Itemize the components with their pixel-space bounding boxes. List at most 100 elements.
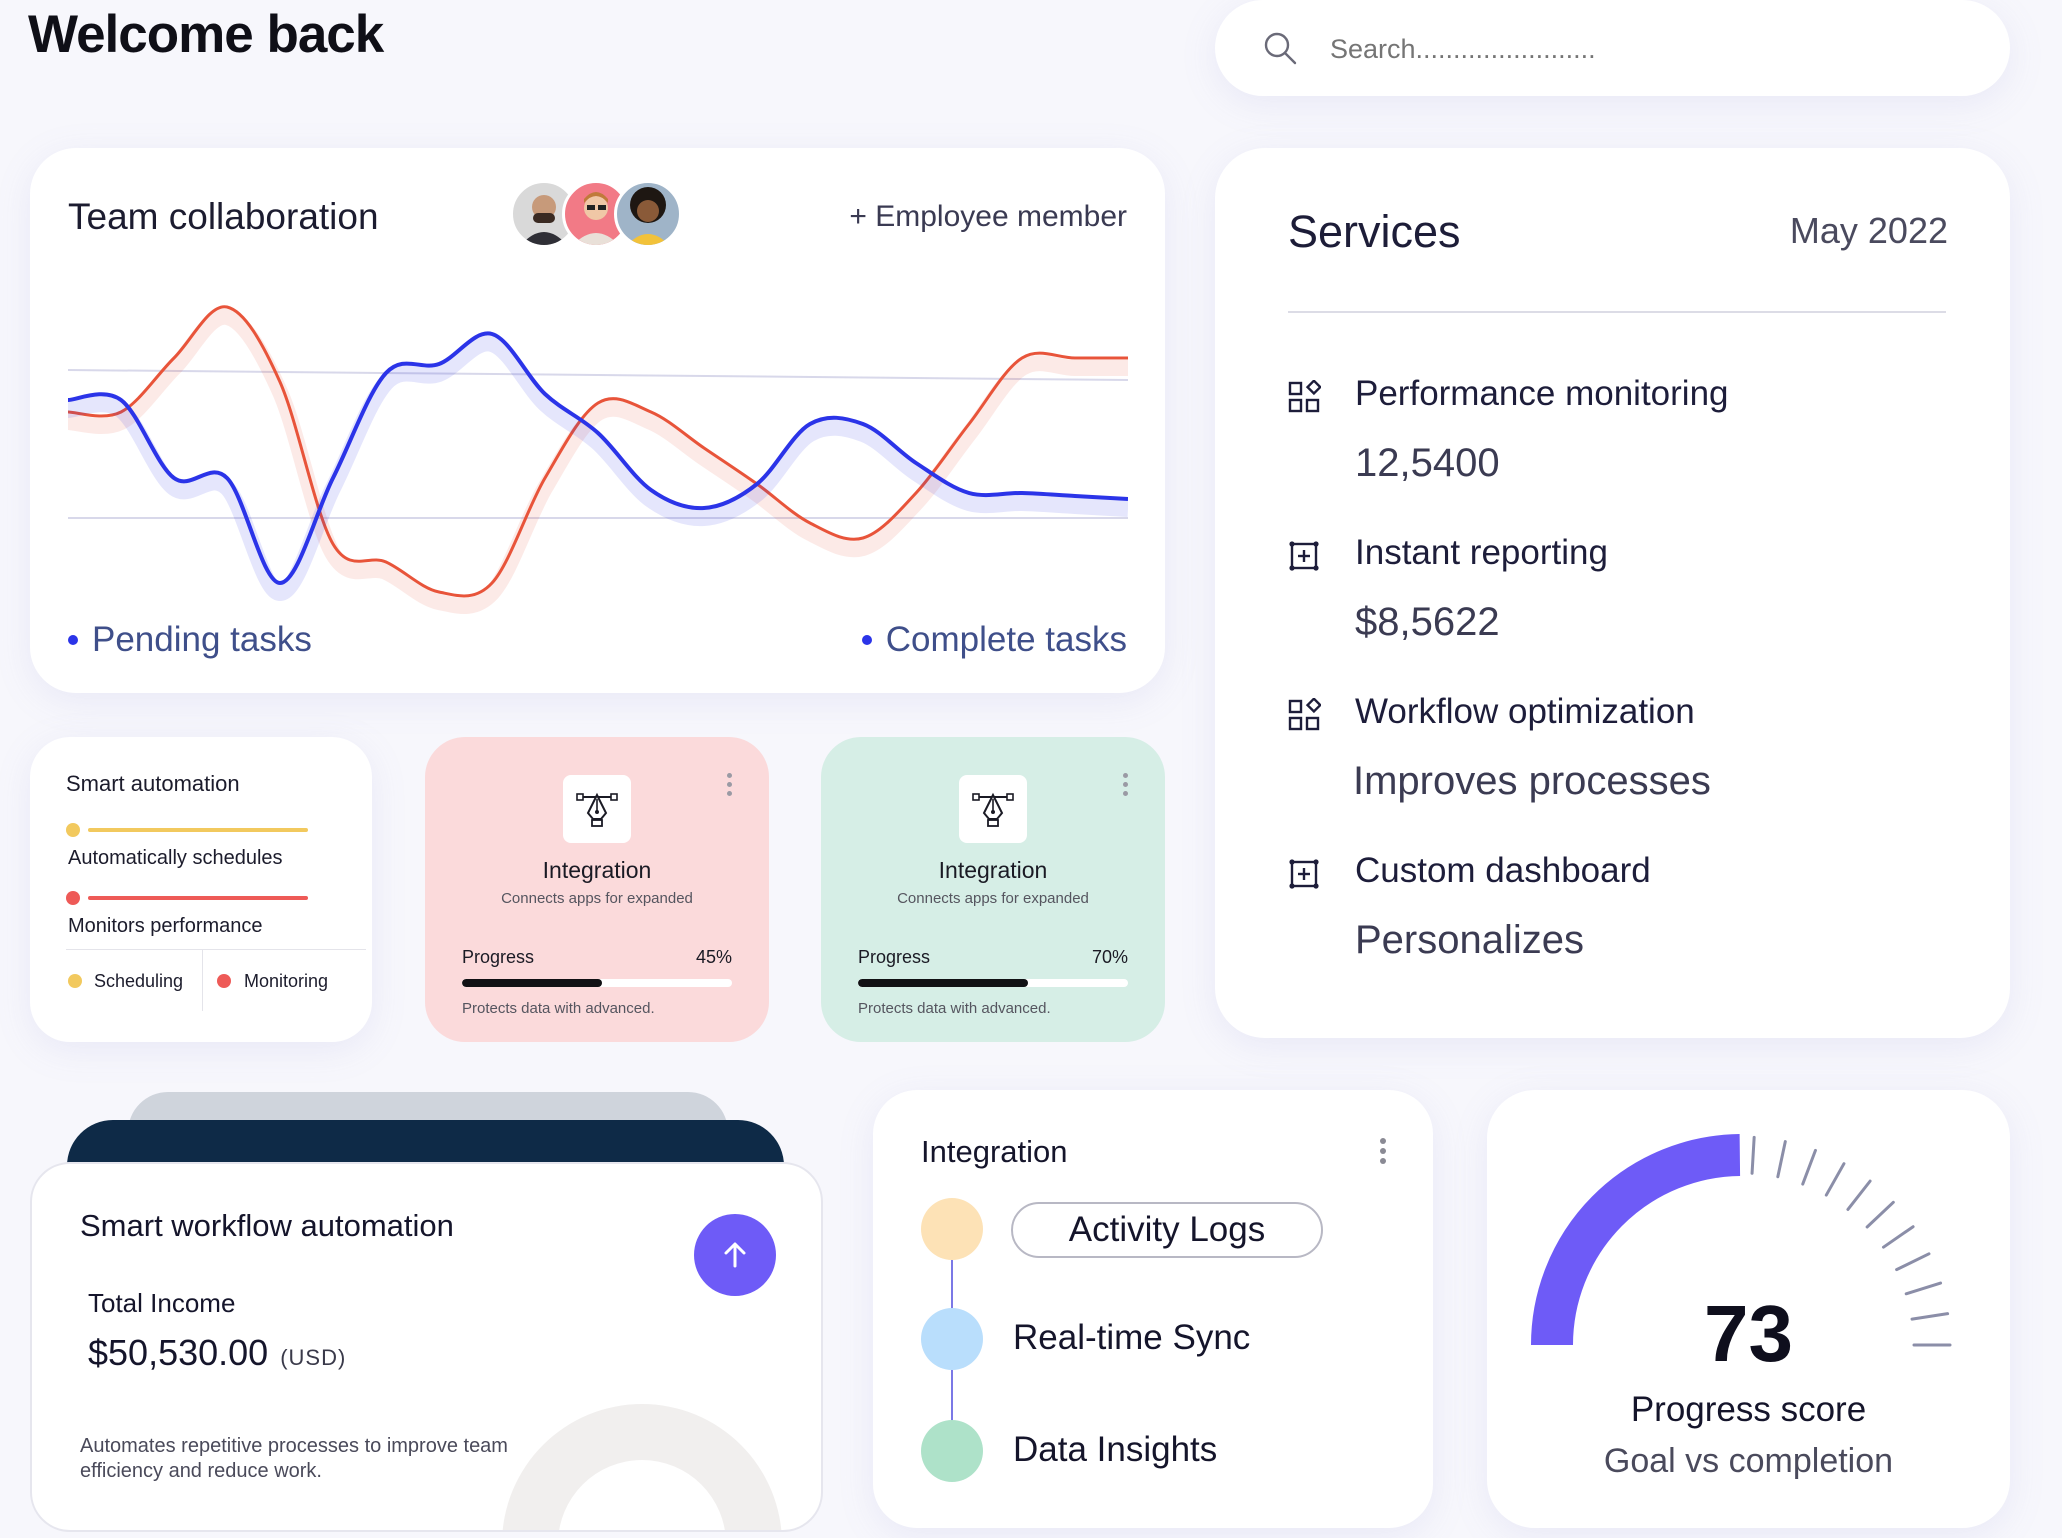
service-label-reporting[interactable]: Instant reporting	[1355, 533, 1608, 572]
gauge-tick	[1895, 1252, 1931, 1272]
scheduling-legend-label: Scheduling	[94, 971, 184, 991]
timeline-dot	[921, 1420, 983, 1482]
progress-score-sublabel: Goal vs completion	[1603, 1442, 1894, 1480]
integration-progress-card[interactable]: Integration Connects apps for expanded P…	[425, 737, 769, 1042]
frame-plus-icon	[1289, 541, 1319, 571]
services-date[interactable]: May 2022	[1789, 210, 1948, 251]
progress-bar	[462, 979, 732, 987]
progress-bar-fill	[858, 979, 1029, 987]
avatar-group[interactable]	[510, 180, 690, 248]
progress-score-label: Progress score	[1630, 1390, 1867, 1429]
integration-subtitle: Connects apps for expanded	[897, 890, 1089, 907]
divider	[66, 949, 366, 950]
legend-dot-icon	[861, 635, 872, 645]
gauge-tick	[1910, 1312, 1950, 1321]
frame-plus-icon	[1289, 859, 1319, 889]
service-label-dashboard[interactable]: Custom dashboard	[1355, 851, 1651, 890]
gauge-tick	[1750, 1135, 1756, 1175]
series-line-complete-tasks	[68, 305, 1128, 598]
pen-tool-icon	[563, 775, 631, 843]
scheduling-legend-dot	[68, 974, 82, 988]
page-title: Welcome back	[28, 5, 384, 64]
legend-dot-icon	[68, 635, 78, 645]
service-value-workflow: Improves processes	[1353, 759, 1711, 803]
service-value-performance: 12,5400	[1355, 441, 1500, 485]
list-item[interactable]: Data Insights	[1013, 1430, 1218, 1469]
services-card: Services May 2022 Performance monitoring…	[1215, 148, 2010, 1038]
integration-footer: Protects data with advanced.	[462, 1000, 655, 1017]
timeline-connector	[951, 1370, 953, 1450]
integration-footer: Protects data with advanced.	[858, 1000, 1051, 1017]
tasks-line-chart	[68, 305, 1128, 614]
total-income-amount: $50,530.00 (USD)	[88, 1332, 346, 1374]
automation-row-label: Monitors performance	[68, 915, 263, 937]
gauge-tick	[1865, 1200, 1895, 1229]
progress-label: Progress	[462, 947, 535, 967]
series-line-pending-tasks	[68, 331, 1128, 586]
legend-complete-label: Complete tasks	[885, 620, 1127, 659]
grid-diamond-icon	[1288, 698, 1321, 731]
divider	[1288, 311, 1946, 313]
timeline-connector	[951, 1260, 953, 1340]
income-value: $50,530.00	[88, 1332, 269, 1373]
integration-list-title: Integration	[921, 1134, 1068, 1169]
team-collaboration-title: Team collaboration	[68, 196, 379, 237]
monitor-line	[88, 896, 308, 900]
list-item[interactable]: Real-time Sync	[1013, 1318, 1251, 1357]
gauge-tick	[1904, 1281, 1943, 1296]
total-income-label: Total Income	[88, 1288, 236, 1318]
more-options-icon[interactable]	[1379, 1138, 1387, 1166]
integration-progress-card[interactable]: Integration Connects apps for expanded P…	[821, 737, 1165, 1042]
progress-gauge	[1531, 1134, 1952, 1347]
progress-score-card: 73 Progress score Goal vs completion	[1487, 1090, 2010, 1528]
arrow-up-icon	[724, 1242, 746, 1268]
service-value-dashboard: Personalizes	[1355, 918, 1585, 962]
progress-bar	[858, 979, 1128, 987]
progress-value: 45%	[695, 947, 732, 967]
progress-value: 70%	[1091, 947, 1128, 967]
more-options-icon[interactable]	[725, 773, 733, 801]
gauge-tick	[1776, 1140, 1787, 1179]
progress-bar-fill	[462, 979, 603, 987]
legend-complete-tasks[interactable]: Complete tasks	[861, 620, 1127, 660]
service-label-performance[interactable]: Performance monitoring	[1355, 374, 1729, 413]
series-glow	[68, 308, 1128, 614]
monitor-dot	[66, 891, 80, 905]
services-title: Services	[1288, 206, 1461, 257]
integration-list-card: Integration Activity Logs Real-time Sync…	[873, 1090, 1433, 1528]
activity-logs-button[interactable]: Activity Logs	[1011, 1202, 1323, 1258]
arrow-up-button[interactable]	[694, 1214, 776, 1296]
progress-label: Progress	[858, 947, 931, 967]
team-collaboration-card: Team collaboration + Employee member Pen…	[30, 148, 1165, 693]
grid-diamond-icon	[1288, 380, 1321, 413]
smart-automation-card: Smart automation Automatically schedules…	[30, 737, 372, 1042]
integration-title: Integration	[938, 857, 1048, 883]
service-value-reporting: $8,5622	[1355, 600, 1500, 644]
add-employee-member-link[interactable]: + Employee member	[849, 200, 1127, 233]
legend-pending-label: Pending tasks	[92, 620, 312, 659]
smart-automation-title: Smart automation	[66, 771, 240, 796]
legend-pending-tasks[interactable]: Pending tasks	[68, 620, 312, 660]
progress-score-value: 73	[1704, 1289, 1793, 1378]
gauge-tick	[1824, 1162, 1846, 1197]
schedule-dot	[66, 823, 80, 837]
workflow-title: Smart workflow automation	[80, 1208, 454, 1243]
integration-title: Integration	[542, 857, 652, 883]
reference-line-upper	[68, 369, 1128, 381]
avatar[interactable]	[510, 180, 578, 248]
decorative-arc	[502, 1404, 782, 1530]
service-label-workflow[interactable]: Workflow optimization	[1355, 692, 1695, 731]
workflow-description: Automates repetitive processes to improv…	[80, 1435, 508, 1482]
monitoring-legend-label: Monitoring	[244, 971, 329, 991]
divider	[202, 949, 203, 1011]
timeline-dot	[921, 1198, 983, 1260]
smart-workflow-card: Smart workflow automation Total Income $…	[30, 1162, 823, 1532]
more-options-icon[interactable]	[1121, 773, 1129, 801]
gauge-tick	[1881, 1225, 1915, 1249]
timeline-dot	[921, 1308, 983, 1370]
currency-label: (USD)	[280, 1345, 347, 1370]
search-icon[interactable]	[1262, 30, 1298, 66]
search-input[interactable]	[1330, 34, 1890, 65]
avatar[interactable]	[614, 180, 682, 248]
pen-tool-icon	[959, 775, 1027, 843]
